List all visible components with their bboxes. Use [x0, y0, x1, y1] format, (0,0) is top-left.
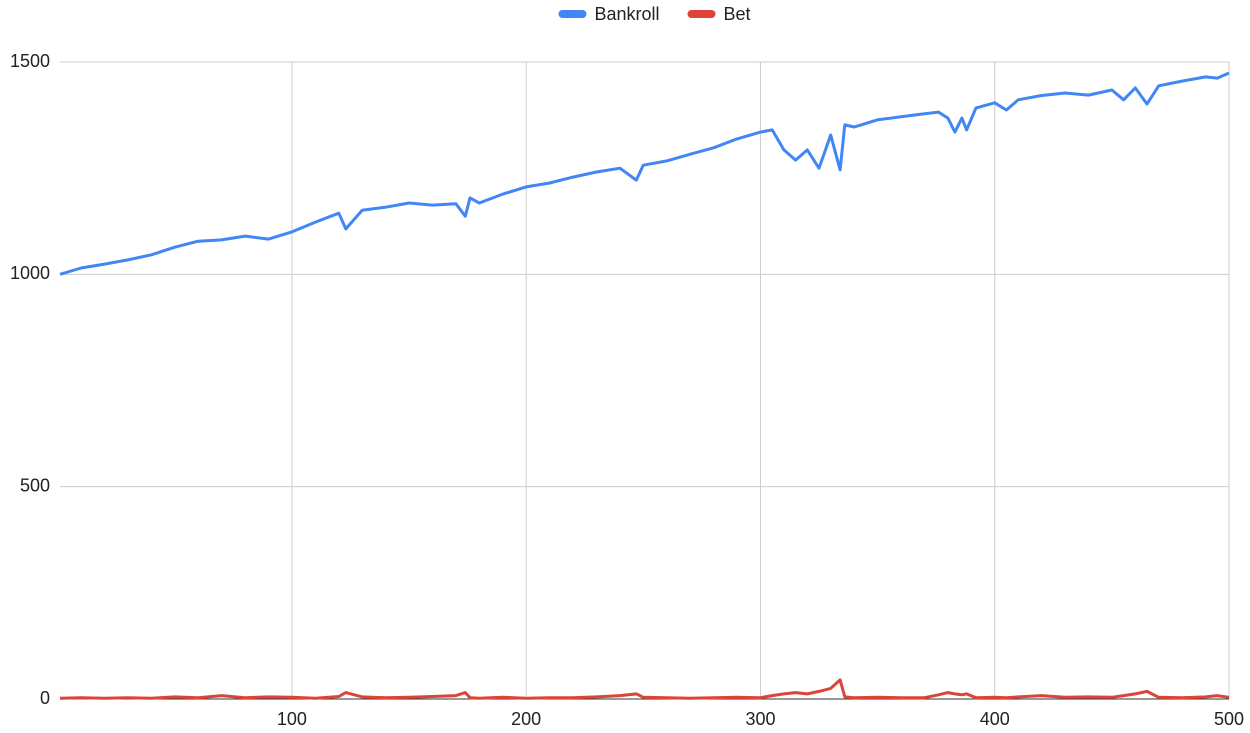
series-line — [59, 71, 1230, 276]
x-tick-label: 400 — [980, 709, 1010, 729]
legend-label: Bankroll — [594, 4, 659, 24]
y-tick-label: 1000 — [10, 263, 50, 283]
x-tick-label: 200 — [511, 709, 541, 729]
y-tick-label: 1500 — [10, 51, 50, 71]
y-tick-label: 0 — [40, 688, 50, 708]
x-tick-label: 300 — [745, 709, 775, 729]
y-tick-label: 500 — [20, 475, 50, 495]
series-line — [59, 678, 1230, 700]
legend-swatch — [687, 10, 716, 18]
legend-swatch — [558, 10, 587, 18]
x-tick-label: 500 — [1214, 709, 1244, 729]
legend-label: Bet — [724, 4, 751, 24]
x-tick-label: 100 — [277, 709, 307, 729]
